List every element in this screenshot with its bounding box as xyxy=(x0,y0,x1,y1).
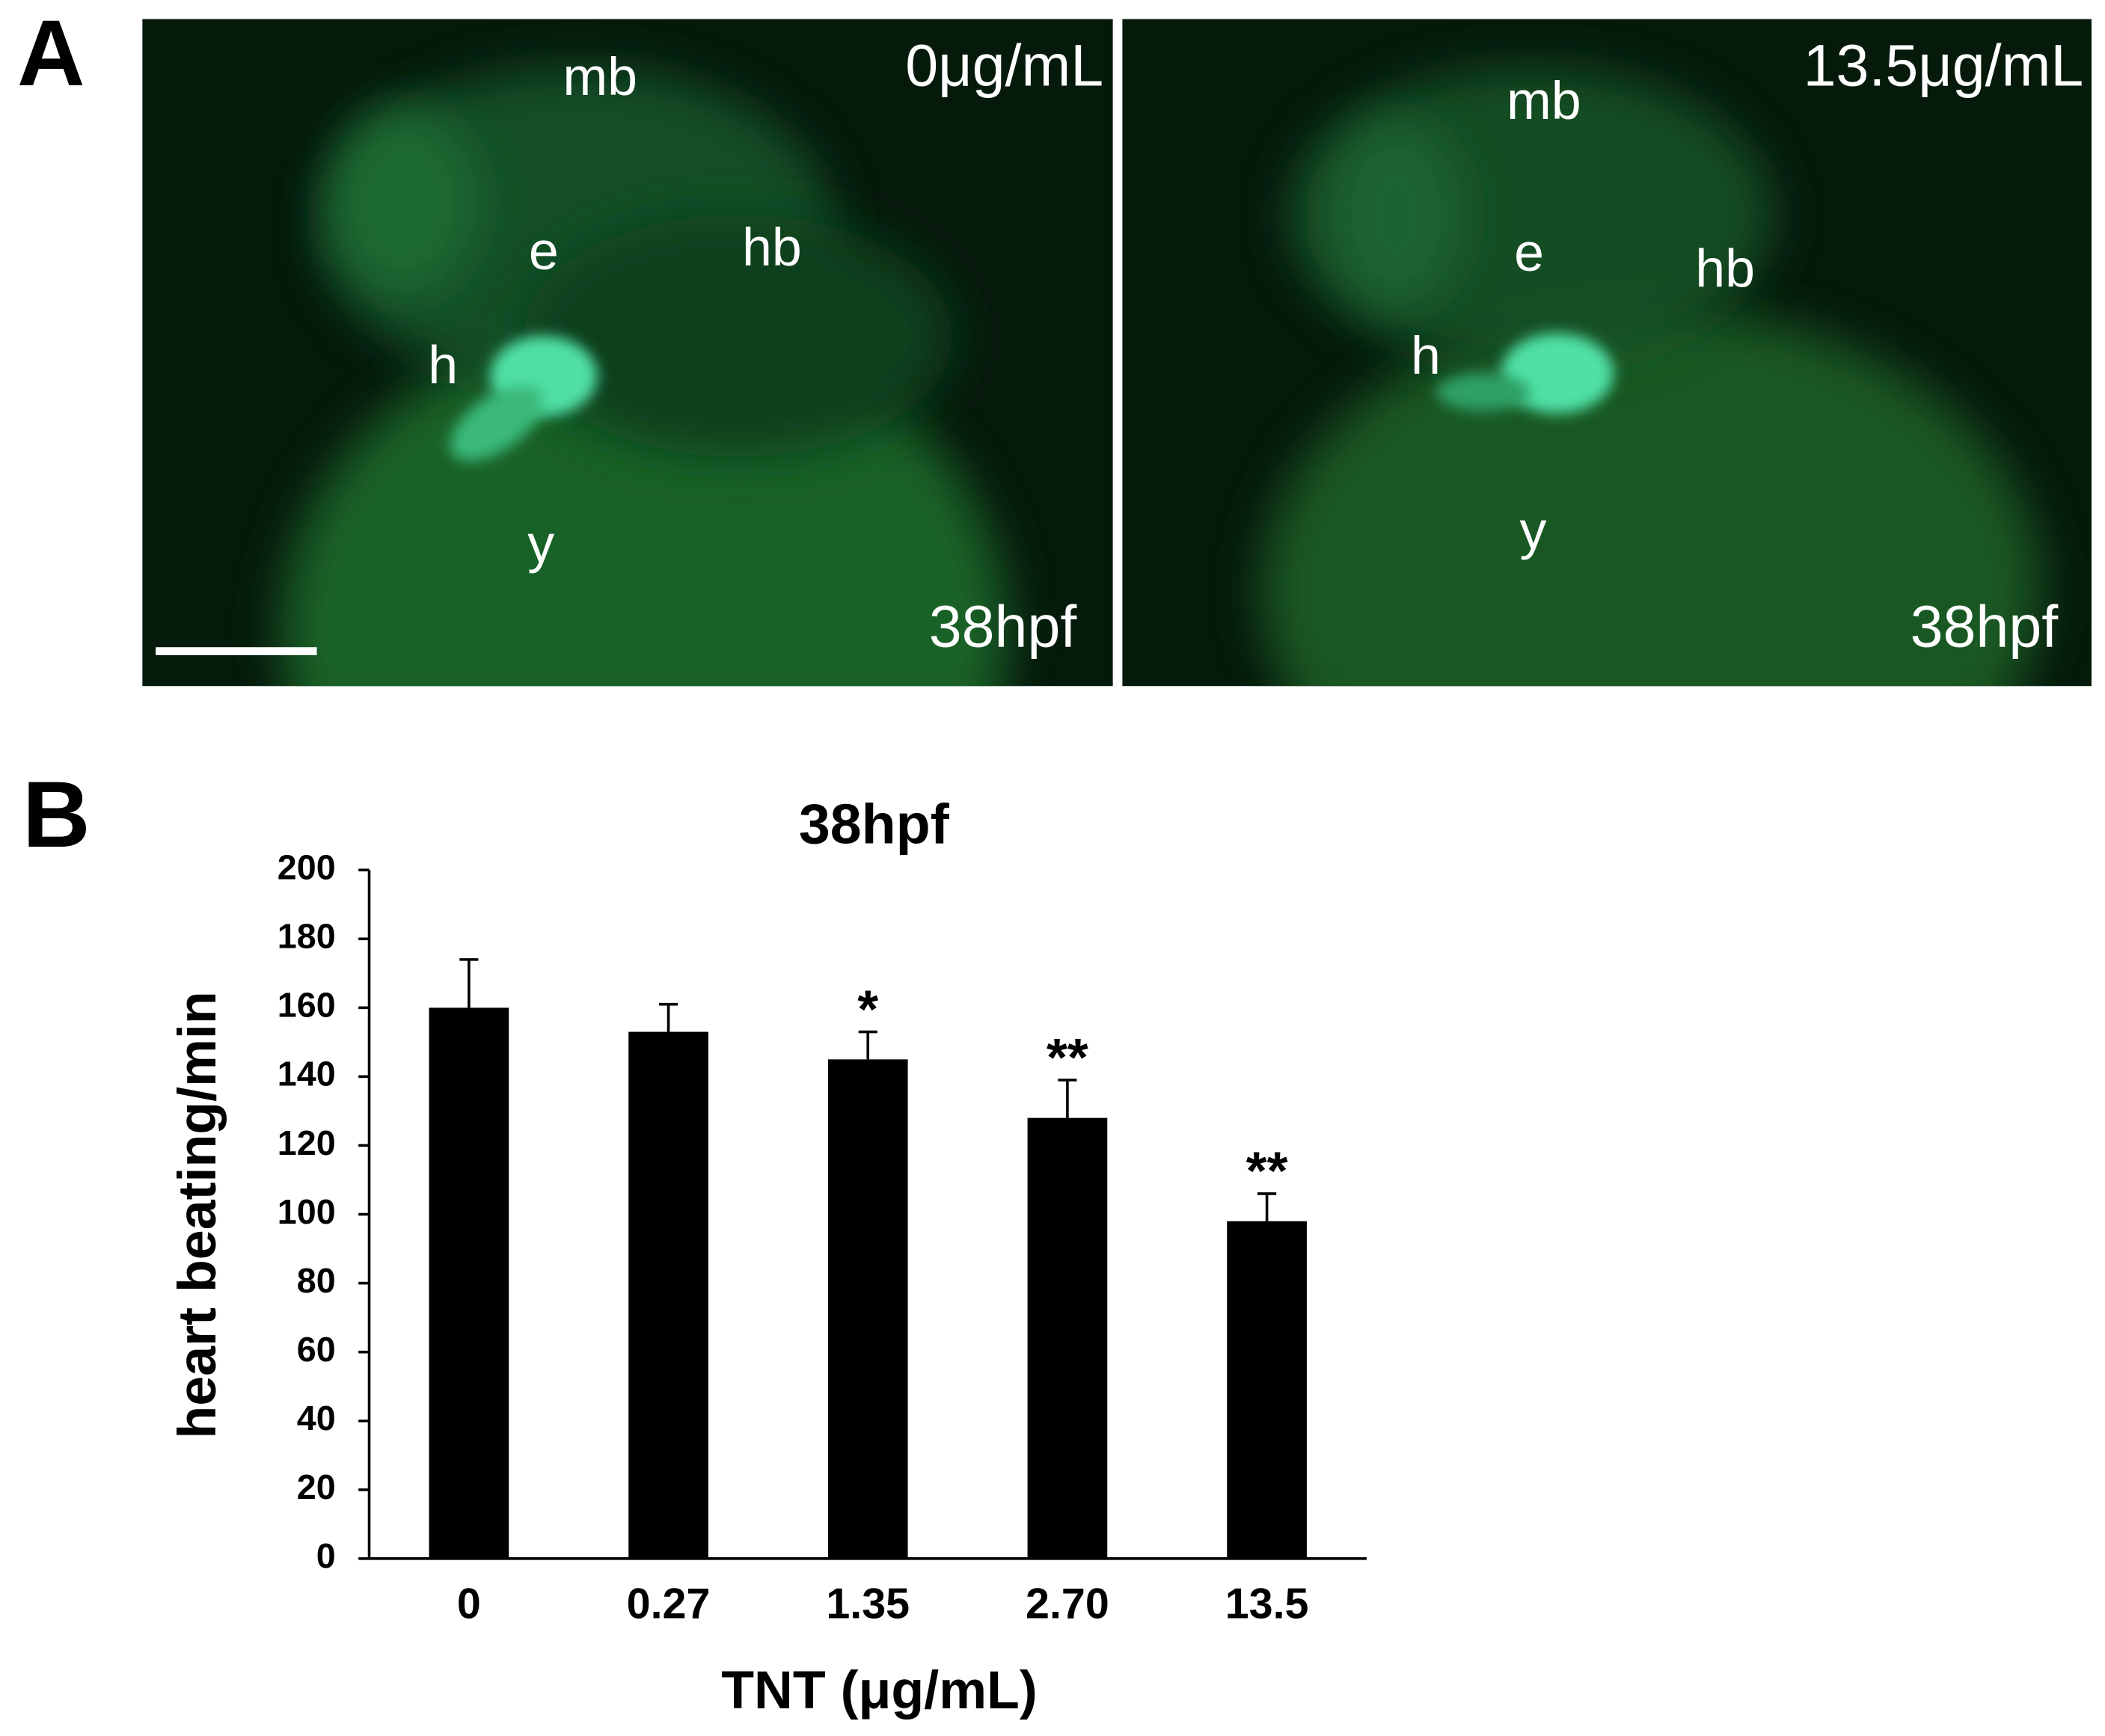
significance-marker: ** xyxy=(1047,1028,1088,1088)
structure-label: y xyxy=(1520,501,1547,561)
y-axis-label: heart beating/min xyxy=(168,991,227,1438)
x-tick-label: 0.27 xyxy=(627,1580,711,1628)
x-tick-label: 13.5 xyxy=(1225,1580,1309,1628)
y-tick-label: 80 xyxy=(297,1261,336,1300)
y-tick-label: 100 xyxy=(278,1192,336,1231)
x-tick-label: 2.70 xyxy=(1026,1580,1109,1628)
bar xyxy=(1227,1221,1307,1559)
micrograph-control xyxy=(142,19,1113,687)
y-tick-label: 60 xyxy=(297,1330,336,1369)
structure-label: mb xyxy=(1507,71,1581,131)
y-tick-label: 120 xyxy=(278,1123,336,1162)
x-tick-label: 1.35 xyxy=(826,1580,910,1628)
structure-label: h xyxy=(1411,326,1441,386)
significance-marker: * xyxy=(857,979,878,1039)
significance-marker: ** xyxy=(1246,1141,1288,1201)
stage-label: 38hpf xyxy=(1911,594,2059,660)
concentration-label: 0μg/mL xyxy=(905,32,1103,98)
y-tick-label: 40 xyxy=(297,1399,336,1438)
structure-label: hb xyxy=(742,218,802,277)
y-tick-label: 200 xyxy=(278,848,336,887)
y-tick-label: 20 xyxy=(297,1467,336,1506)
y-tick-label: 140 xyxy=(278,1055,336,1094)
bar xyxy=(827,1059,908,1559)
structure-label: h xyxy=(428,336,458,396)
panel-label: A xyxy=(17,0,85,105)
structure-label: e xyxy=(529,221,559,281)
stage-label: 38hpf xyxy=(929,594,1078,660)
bar xyxy=(628,1031,708,1559)
y-tick-label: 180 xyxy=(278,917,336,956)
bar xyxy=(429,1007,509,1559)
panel-label: B xyxy=(22,761,91,867)
y-tick-label: 160 xyxy=(278,986,336,1025)
chart-title: 38hpf xyxy=(799,792,950,855)
structure-label: mb xyxy=(563,47,637,107)
micrograph-treated xyxy=(1122,19,2092,687)
concentration-label: 13.5μg/mL xyxy=(1804,32,2084,98)
x-axis-label: TNT (μg/mL) xyxy=(721,1660,1038,1720)
structure-label: hb xyxy=(1695,239,1755,299)
structure-label: y xyxy=(527,514,554,574)
structure-label: e xyxy=(1514,223,1544,283)
bar xyxy=(1027,1117,1108,1559)
y-tick-label: 0 xyxy=(316,1536,336,1575)
x-tick-label: 0 xyxy=(457,1580,481,1628)
